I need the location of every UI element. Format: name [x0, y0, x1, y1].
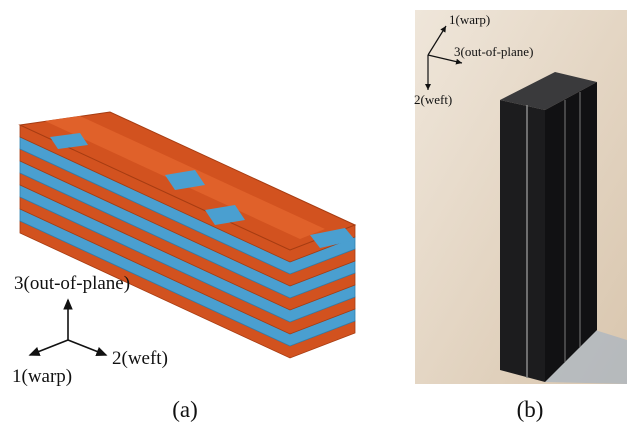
axis-label: 2(weft) [112, 348, 168, 369]
figure: 3(out-of-plane) 1(warp) 2(weft) (a) 1(wa… [0, 0, 644, 431]
axis-label: 2(weft) [414, 92, 452, 107]
woven-model [20, 112, 355, 358]
axis-label: 1(warp) [449, 12, 490, 27]
specimen-photo [415, 10, 627, 384]
axis-label: 1(warp) [12, 366, 72, 387]
panel-label: (a) [172, 397, 198, 422]
axis-label: 3(out-of-plane) [454, 44, 533, 59]
panel-label: (b) [517, 397, 544, 422]
axis-label: 3(out-of-plane) [14, 273, 130, 294]
